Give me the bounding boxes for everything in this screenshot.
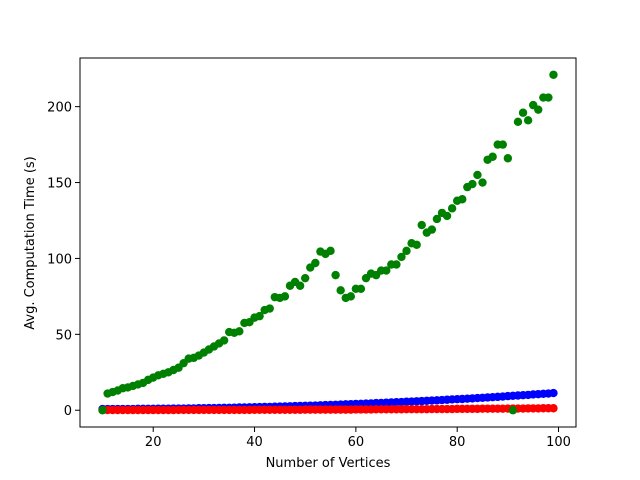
y-axis-label: Avg. Computation Time (s)	[23, 156, 38, 330]
y-tick-label: 50	[55, 328, 72, 343]
x-tick-label: 80	[449, 435, 466, 450]
point	[523, 116, 533, 125]
point	[219, 336, 229, 345]
point	[392, 260, 401, 269]
point	[265, 304, 274, 313]
point	[447, 204, 457, 213]
point	[549, 70, 558, 79]
point	[356, 284, 366, 293]
point	[295, 281, 305, 290]
point	[427, 225, 437, 234]
point	[473, 170, 482, 180]
y-tick-label: 200	[47, 101, 72, 116]
point	[412, 240, 421, 249]
point	[442, 211, 452, 221]
point	[549, 388, 558, 398]
point	[458, 195, 467, 204]
point	[331, 270, 340, 280]
point	[544, 93, 553, 102]
point	[478, 178, 487, 187]
y-tick-label: 150	[47, 177, 72, 192]
point	[417, 220, 426, 230]
x-tick-label: 100	[546, 435, 571, 450]
point	[513, 117, 523, 127]
point	[508, 406, 518, 415]
point	[488, 152, 497, 161]
point	[311, 258, 320, 268]
point	[397, 252, 406, 262]
point	[280, 292, 290, 301]
point	[301, 273, 310, 283]
x-tick-label: 20	[145, 435, 162, 450]
point	[503, 154, 513, 163]
x-tick-label: 40	[246, 435, 263, 450]
point	[326, 246, 335, 256]
point	[235, 327, 244, 336]
y-tick-label: 0	[64, 404, 72, 419]
point	[382, 266, 391, 275]
point	[336, 286, 345, 295]
point	[346, 292, 355, 301]
point	[98, 406, 107, 415]
point	[534, 105, 543, 114]
point	[402, 246, 411, 256]
point	[498, 140, 507, 149]
x-tick-label: 60	[348, 435, 365, 450]
y-tick-label: 100	[47, 252, 72, 267]
point	[255, 311, 264, 321]
point	[468, 179, 477, 189]
point	[518, 108, 528, 117]
plot-frame	[79, 57, 577, 428]
x-axis-label: Number of Vertices	[266, 456, 391, 471]
point	[432, 214, 442, 224]
point	[549, 404, 558, 413]
